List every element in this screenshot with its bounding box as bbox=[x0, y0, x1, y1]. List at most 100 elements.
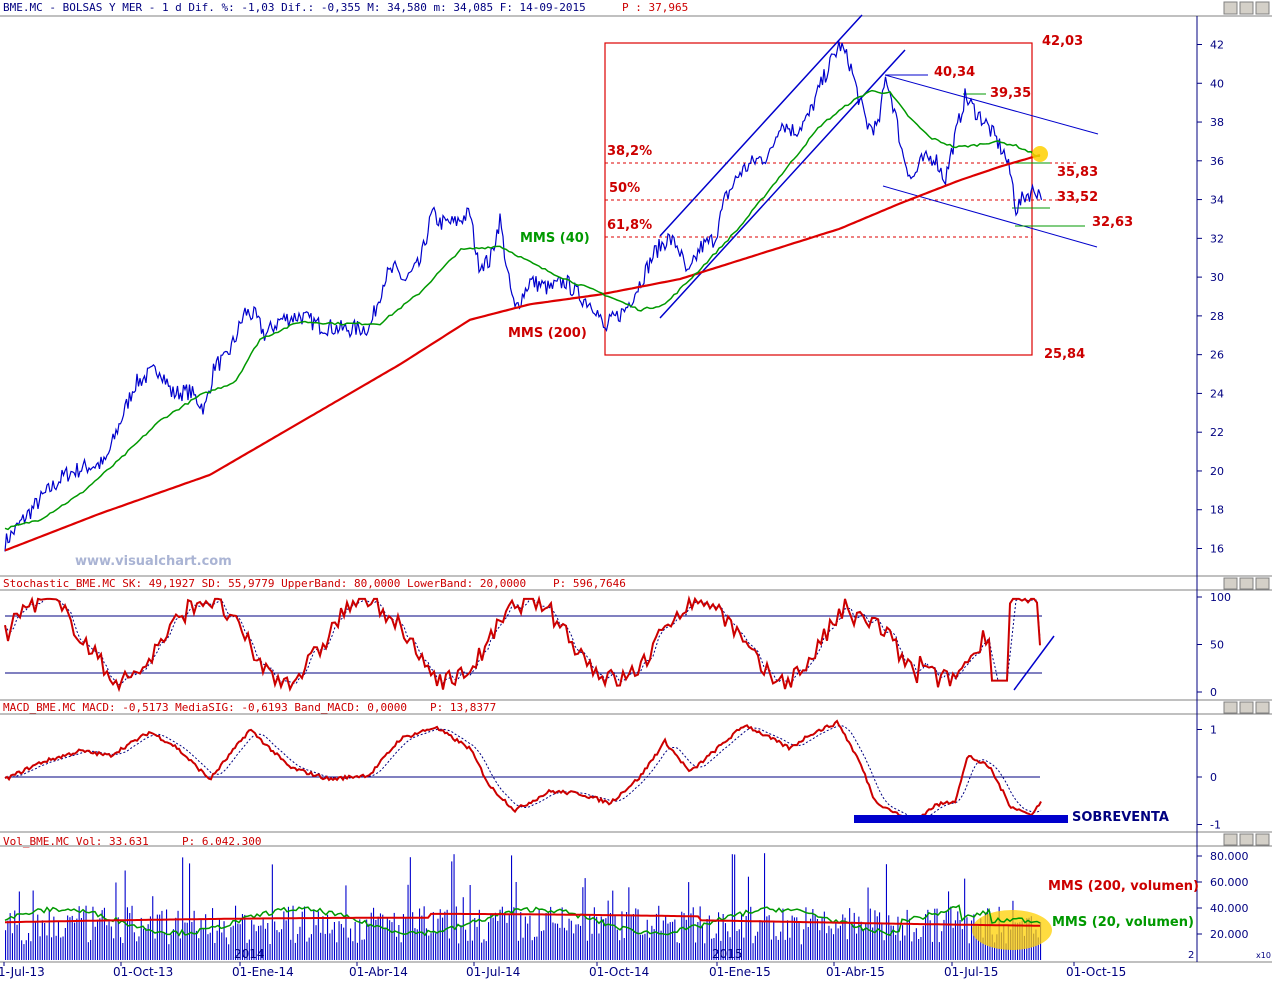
volume-bar bbox=[455, 906, 457, 960]
minimize-icon[interactable] bbox=[1223, 701, 1238, 714]
volume-bar bbox=[154, 938, 156, 960]
volume-bar bbox=[513, 907, 515, 960]
volume-bar bbox=[527, 923, 529, 960]
volume-bar bbox=[844, 917, 846, 960]
volume-bar bbox=[258, 925, 260, 960]
maximize-icon[interactable] bbox=[1239, 577, 1254, 590]
volume-bar bbox=[320, 932, 322, 960]
vol-y-tick: 40.000 bbox=[1210, 902, 1249, 915]
fib-range-box bbox=[604, 42, 1033, 356]
volume-bar bbox=[481, 942, 483, 960]
volume-bar bbox=[561, 907, 563, 960]
volume-bar bbox=[865, 922, 867, 960]
volume-bar bbox=[632, 914, 634, 960]
price-window-buttons[interactable] bbox=[1223, 1, 1270, 15]
close-icon[interactable] bbox=[1255, 833, 1270, 846]
volume-bar bbox=[598, 933, 600, 960]
volume-bar bbox=[554, 923, 556, 960]
volume-bar bbox=[833, 934, 835, 960]
volume-bar bbox=[584, 878, 586, 960]
volume-bar bbox=[138, 936, 140, 960]
volume-bar bbox=[23, 944, 25, 960]
volume-bar bbox=[414, 928, 416, 960]
price-y-tick: 42 bbox=[1210, 39, 1224, 52]
volume-bar bbox=[580, 925, 582, 960]
volume-bar bbox=[409, 857, 411, 960]
volume-bar bbox=[446, 909, 448, 960]
volume-bar bbox=[543, 930, 545, 960]
fib-50-label: 50% bbox=[609, 181, 640, 196]
volume-bar bbox=[230, 927, 232, 960]
minimize-icon[interactable] bbox=[1223, 833, 1238, 846]
volume-bar bbox=[467, 940, 469, 960]
volume-bar bbox=[228, 944, 230, 960]
macd-header-p: P: 13,8377 bbox=[430, 701, 496, 714]
volume-bar bbox=[94, 926, 96, 960]
stoch-window-buttons[interactable] bbox=[1223, 577, 1270, 590]
volume-bar bbox=[170, 934, 172, 960]
volume-bar bbox=[462, 897, 464, 960]
channel-upper-line bbox=[659, 14, 863, 237]
volume-bar bbox=[922, 925, 924, 960]
volume-bar bbox=[278, 932, 280, 960]
volume-bar bbox=[830, 928, 832, 960]
volume-bar bbox=[649, 937, 651, 960]
minimize-icon[interactable] bbox=[1223, 577, 1238, 590]
volume-bar bbox=[971, 920, 973, 960]
volume-bar bbox=[108, 921, 110, 960]
maximize-icon[interactable] bbox=[1239, 701, 1254, 714]
volume-bar bbox=[444, 911, 446, 960]
volume-bar bbox=[550, 906, 552, 960]
volume-bar bbox=[635, 908, 637, 960]
volume-bar bbox=[478, 909, 480, 960]
maximize-icon[interactable] bbox=[1239, 1, 1254, 15]
volume-bar bbox=[885, 864, 887, 960]
price-y-tick: 20 bbox=[1210, 465, 1224, 478]
volume-bar bbox=[517, 940, 519, 960]
volume-bar bbox=[731, 854, 733, 960]
volume-bar bbox=[223, 921, 225, 960]
volume-bar bbox=[41, 920, 43, 960]
year-2015: 2015 bbox=[712, 947, 743, 961]
volume-bar bbox=[515, 882, 517, 960]
volume-bar bbox=[701, 925, 703, 960]
volume-bar bbox=[140, 917, 142, 960]
x-tick-label: 01-Ene-15 bbox=[709, 965, 771, 979]
level-2584-label: 25,84 bbox=[1044, 347, 1085, 362]
volume-bar bbox=[902, 925, 904, 960]
volume-bar bbox=[354, 922, 356, 960]
minimize-icon[interactable] bbox=[1223, 1, 1238, 15]
volume-bar bbox=[389, 920, 391, 960]
stoch-trend-line bbox=[1013, 635, 1055, 691]
volume-bar bbox=[994, 942, 996, 960]
maximize-icon[interactable] bbox=[1239, 833, 1254, 846]
volume-bar bbox=[819, 930, 821, 960]
volume-bar bbox=[287, 906, 289, 960]
volume-bar bbox=[237, 923, 239, 960]
macd-window-buttons[interactable] bbox=[1223, 701, 1270, 714]
volume-bar bbox=[67, 915, 69, 960]
volume-bar bbox=[812, 909, 814, 960]
volume-bar bbox=[775, 936, 777, 960]
volume-bar bbox=[690, 913, 692, 960]
volume-bar bbox=[343, 927, 345, 960]
volume-bar bbox=[614, 914, 616, 960]
close-icon[interactable] bbox=[1255, 1, 1270, 15]
volume-bar bbox=[667, 923, 669, 960]
close-icon[interactable] bbox=[1255, 577, 1270, 590]
volume-bar bbox=[950, 906, 952, 960]
volume-bar bbox=[540, 931, 542, 960]
level-3935-label: 39,35 bbox=[990, 86, 1031, 101]
volume-bar bbox=[724, 923, 726, 960]
close-icon[interactable] bbox=[1255, 701, 1270, 714]
volume-bar bbox=[793, 917, 795, 960]
volume-bar bbox=[156, 914, 158, 960]
vol-window-buttons[interactable] bbox=[1223, 833, 1270, 846]
vol-mms200-line bbox=[5, 912, 1040, 927]
volume-bar bbox=[474, 918, 476, 960]
volume-bar bbox=[784, 939, 786, 960]
volume-bar bbox=[329, 933, 331, 960]
volume-bar bbox=[879, 912, 881, 960]
volume-bar bbox=[685, 919, 687, 960]
volume-bar bbox=[253, 924, 255, 960]
